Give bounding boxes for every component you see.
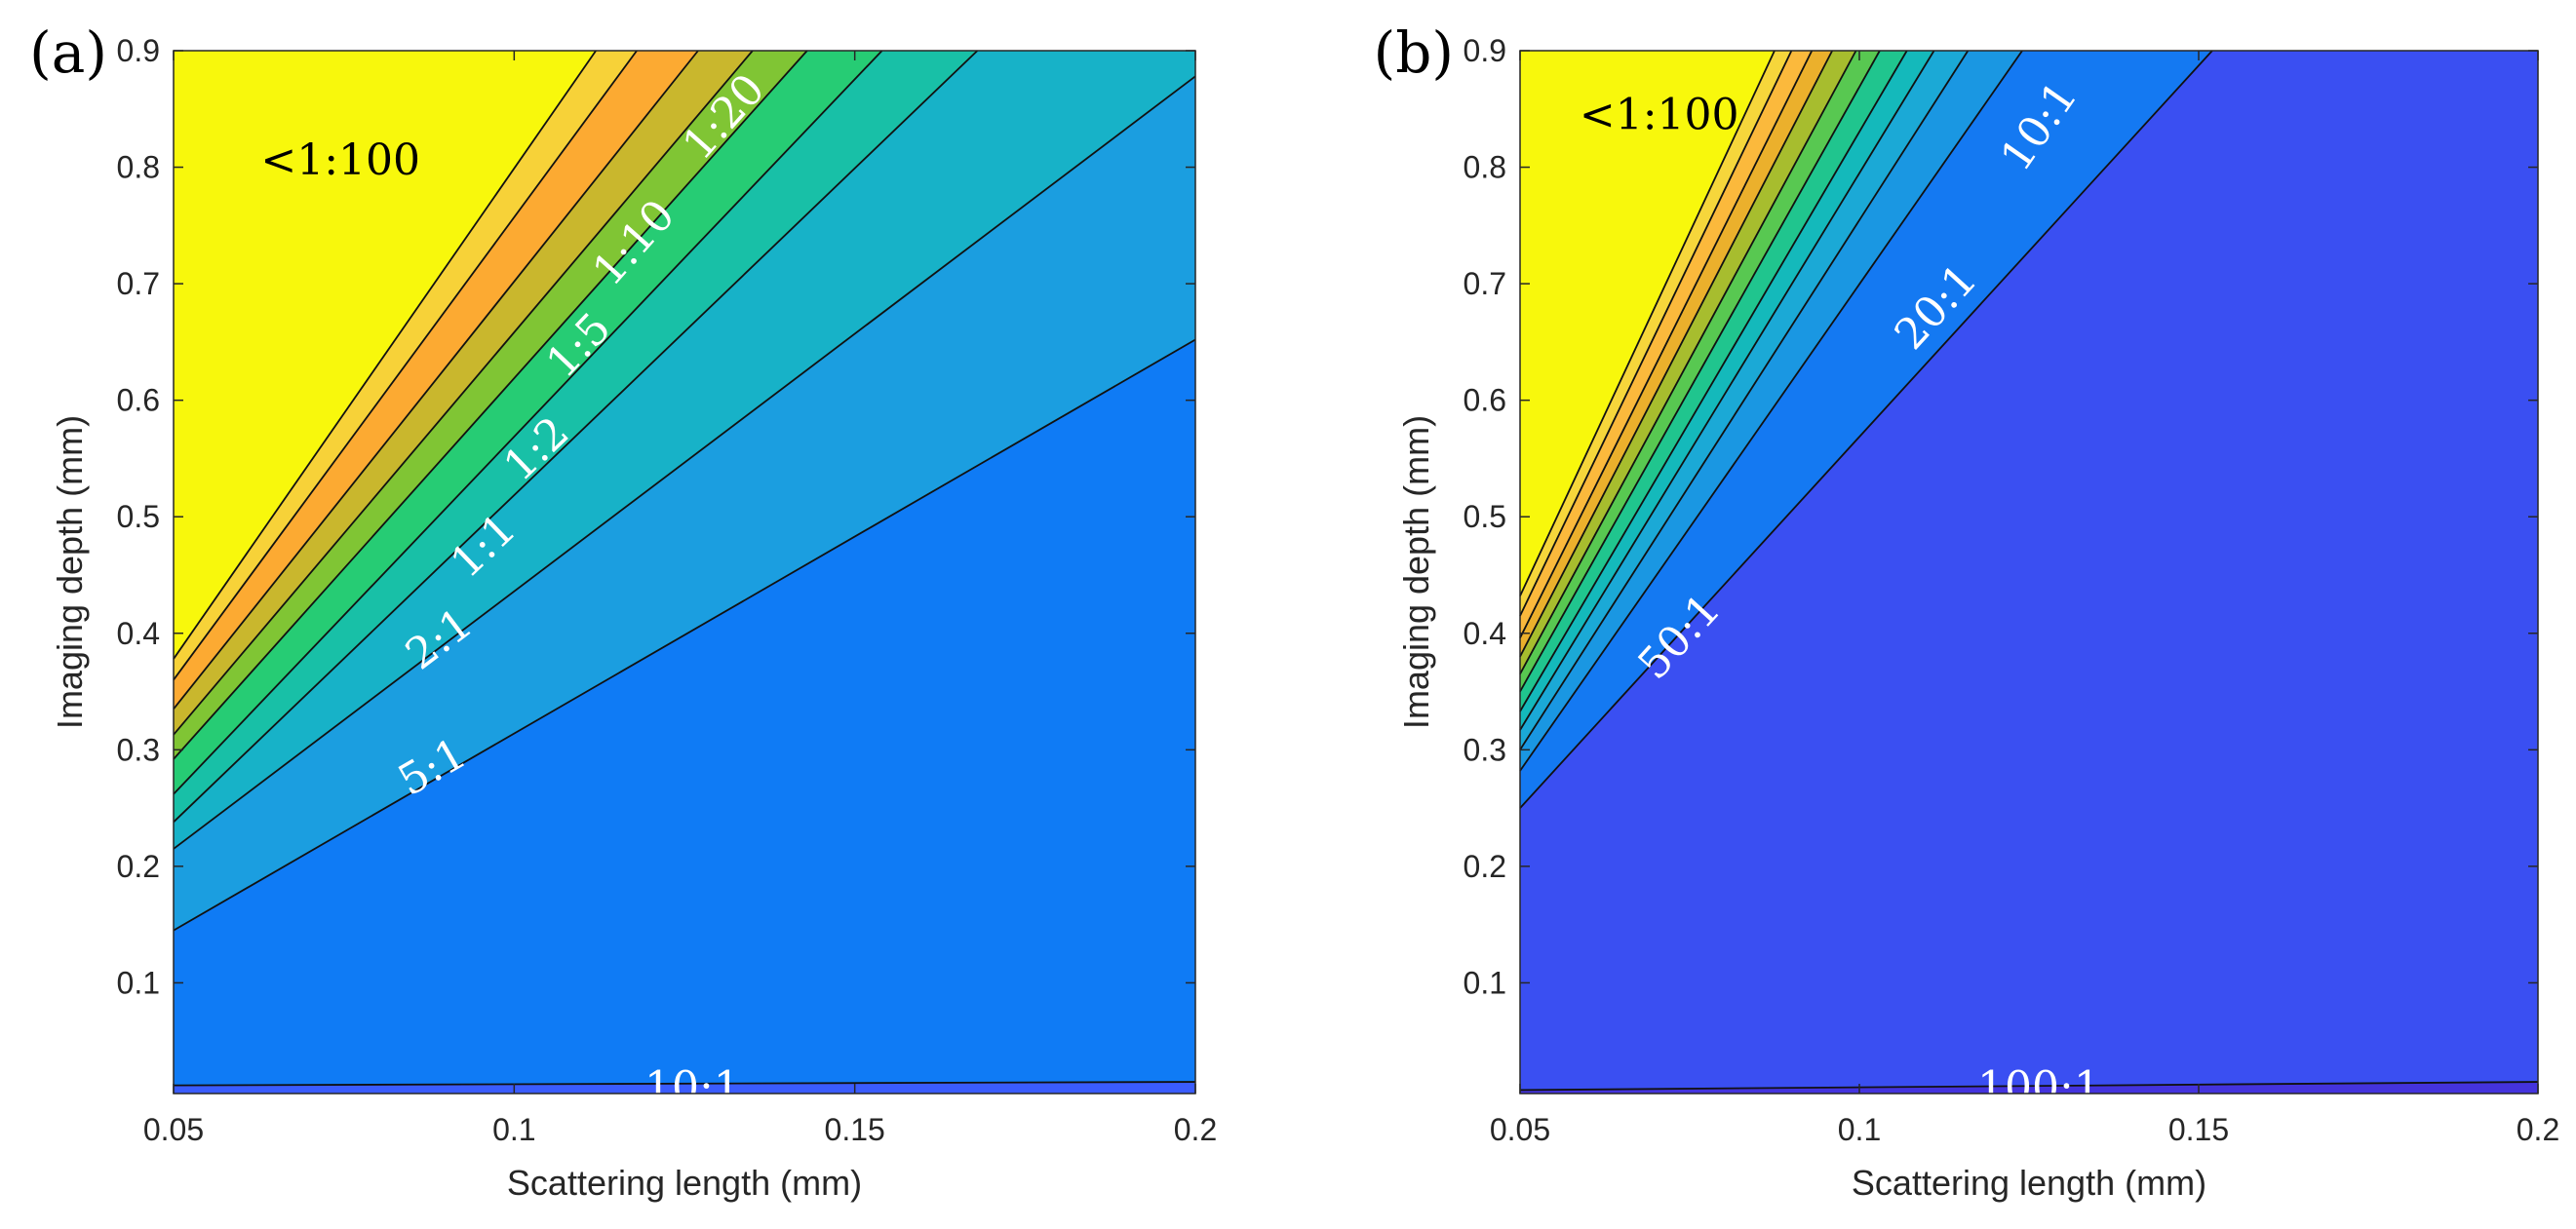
y-tick-label: 0.5: [1464, 499, 1506, 534]
contour-line: [1519, 50, 2023, 772]
contour-line: [1519, 50, 1833, 658]
y-tick-label: 0.7: [117, 266, 160, 301]
contour-line: [173, 1081, 1196, 1087]
y-tick-label: 0.4: [1464, 616, 1506, 651]
contour-level-label: 100:1: [1977, 1063, 2101, 1113]
contour-line: [1519, 50, 1793, 617]
contour-fills: [173, 50, 1196, 1095]
x-tick-label: 0.15: [825, 1112, 885, 1147]
plot-frame: [1519, 50, 2539, 1095]
y-tick-label: 0.5: [117, 499, 160, 534]
y-tick-label: 0.9: [1464, 33, 1506, 68]
x-tick-label: 0.05: [143, 1112, 204, 1147]
y-tick-label: 0.9: [117, 33, 160, 68]
contour-line: [173, 50, 638, 681]
contour-line: [1519, 50, 2213, 809]
panel-label: (a): [29, 19, 107, 86]
contour-line: [173, 50, 597, 660]
y-axis-label: Imaging depth (mm): [1396, 415, 1436, 729]
contour-line: [1519, 50, 1776, 596]
contour-level-label: <1:100: [1580, 90, 1739, 139]
y-tick-label: 0.2: [117, 849, 160, 884]
x-tick-label: 0.2: [1174, 1112, 1217, 1147]
contour-line: [173, 50, 979, 824]
y-tick-label: 0.3: [117, 732, 160, 767]
contour-line: [173, 75, 1196, 850]
contour-line: [173, 338, 1196, 932]
y-tick-label: 0.6: [117, 383, 160, 418]
plot-frame: [173, 50, 1196, 1095]
contour-line: [1519, 50, 1881, 692]
x-tick-label: 0.1: [492, 1112, 535, 1147]
axis-ticks: 0.05 0.1 0.15 0.2 0.1 0.2 0.3 0.4 0.5 0.6 0.7 0.8 0.…: [1464, 33, 2560, 1147]
y-tick-label: 0.1: [1464, 965, 1506, 1000]
y-tick-label: 0.4: [117, 616, 160, 651]
contour-lines: [173, 50, 1196, 1087]
y-axis-label: Imaging depth (mm): [50, 415, 90, 729]
y-tick-label: 0.8: [1464, 150, 1506, 185]
x-axis-label: Scattering length (mm): [1852, 1163, 2206, 1203]
contour-line: [1519, 50, 1814, 638]
contour-level-label: 10:1: [644, 1063, 741, 1113]
contour-line: [1519, 1081, 2539, 1092]
y-tick-label: 0.7: [1464, 266, 1506, 301]
y-tick-label: 0.1: [117, 965, 160, 1000]
axis-ticks: 0.05 0.1 0.15 0.2 0.1 0.2 0.3 0.4 0.5 0.6 0.7 0.8 0.…: [117, 33, 1218, 1147]
contour-level-label: <1:100: [260, 135, 420, 185]
contour-line: [173, 50, 699, 711]
contour-lines: [1519, 50, 2539, 1092]
x-axis-label: Scattering length (mm): [507, 1163, 862, 1203]
contour-fills: [1519, 50, 2539, 1095]
contour-line: [1519, 50, 1970, 750]
x-tick-label: 0.2: [2517, 1112, 2559, 1147]
contour-line: [1519, 50, 1908, 712]
y-tick-label: 0.6: [1464, 383, 1506, 418]
y-tick-label: 0.3: [1464, 732, 1506, 767]
contour-line: [173, 50, 808, 760]
panel-label: (b): [1374, 19, 1454, 86]
x-tick-label: 0.15: [2168, 1112, 2229, 1147]
contour-line: [1519, 50, 1935, 731]
contour-line: [173, 50, 883, 795]
y-tick-label: 0.8: [117, 150, 160, 185]
x-tick-label: 0.1: [1838, 1112, 1881, 1147]
contour-line: [1519, 50, 1857, 675]
x-tick-label: 0.05: [1490, 1112, 1550, 1147]
contour-line: [173, 50, 754, 736]
y-tick-label: 0.2: [1464, 849, 1506, 884]
